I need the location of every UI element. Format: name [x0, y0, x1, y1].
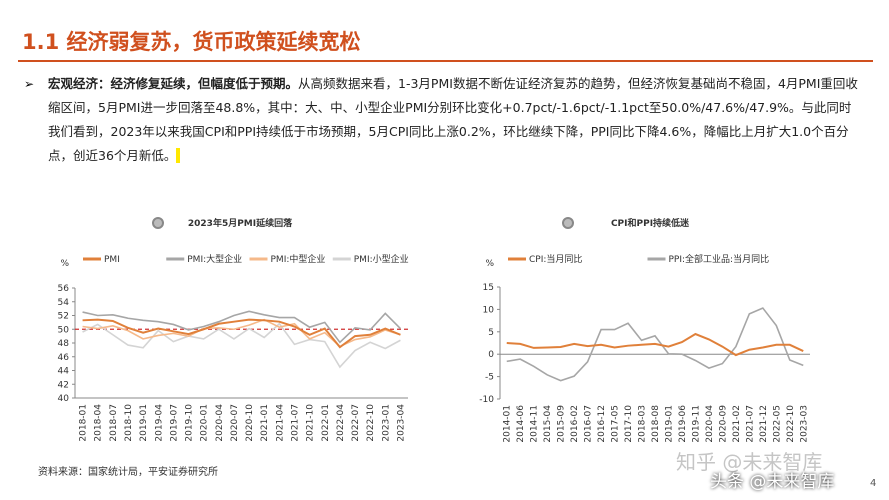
x-tick-label: 2022-10: [786, 405, 796, 443]
x-tick-label: 2020-04: [705, 405, 715, 443]
x-tick-label: 2016-07: [584, 405, 594, 443]
x-tick-label: 2018-01: [79, 404, 89, 442]
x-tick-label: 2019-01: [664, 405, 674, 443]
series-line: [506, 332, 804, 357]
x-tick-label: 2021-10: [306, 404, 316, 442]
legend-label: PMI:小型企业: [354, 253, 409, 265]
x-tick-label: 2019-11: [691, 405, 701, 443]
source: 资料来源：国家统计局，平安证券研究所: [38, 467, 218, 478]
x-tick-label: 2020-04: [215, 404, 225, 442]
x-tick-label: 2018-03: [638, 405, 648, 443]
x-tick-label: 2021-07: [290, 404, 300, 442]
watermark: 知乎 @未来智库: [676, 450, 823, 474]
y-tick-label: -10: [479, 395, 494, 405]
legend-label: PPI:全部工业品:当月同比: [669, 253, 770, 265]
chart-title: CPI和PPI持续低迷: [611, 217, 690, 229]
y-axis-label: %: [485, 259, 494, 269]
legend-label: PMI: [104, 255, 120, 265]
x-tick-label: 2019-07: [169, 404, 179, 442]
x-tick-label: 2019-06: [678, 405, 688, 443]
chart-title: 2023年5月PMI延续回落: [188, 217, 293, 229]
y-tick-label: 40: [58, 394, 70, 404]
x-tick-label: 2021-12: [759, 405, 769, 443]
x-tick-label: 2015-04: [543, 405, 553, 443]
x-tick-label: 2014-01: [503, 405, 513, 443]
page-number: 4: [870, 478, 877, 489]
x-tick-label: 2016-12: [597, 405, 607, 443]
y-tick-label: 54: [58, 298, 70, 308]
x-tick-label: 2021-04: [275, 404, 285, 442]
x-tick-label: 2018-10: [124, 404, 134, 442]
y-axis-label: %: [60, 259, 69, 269]
x-tick-label: 2019-10: [185, 404, 195, 442]
x-tick-label: 2020-07: [230, 404, 240, 442]
x-tick-label: 2021-07: [745, 405, 755, 443]
x-tick-label: 2018-08: [651, 405, 661, 443]
bullet: 宏观经济：经济修复延续，但幅度低于预期。从高频数据来看，1-3月PMI数据不断佐…: [48, 72, 863, 168]
x-tick-label: 2020-01: [200, 404, 210, 442]
bullet-icon: ➢: [24, 77, 35, 91]
x-tick-label: 2014-11: [530, 405, 540, 443]
series-line: [82, 318, 401, 348]
bullet-lead: 宏观经济：经济修复延续，但幅度低于预期。: [48, 76, 299, 91]
x-tick-label: 2020-09: [718, 405, 728, 443]
title-rule: [18, 60, 873, 62]
x-tick-label: 2021-02: [732, 405, 742, 443]
x-tick-label: 2023-03: [799, 405, 809, 443]
x-tick-label: 2020-10: [245, 404, 255, 442]
legend-label: PMI:大型企业: [187, 253, 242, 265]
y-tick-label: 44: [58, 367, 70, 377]
x-tick-label: 2017-05: [611, 405, 621, 443]
title-icon: [152, 217, 164, 229]
y-tick-label: 50: [58, 325, 70, 335]
x-tick-label: 2021-01: [260, 404, 270, 442]
x-tick-label: 2019-04: [154, 404, 164, 442]
x-tick-label: 2014-06: [516, 405, 526, 443]
y-tick-label: 15: [483, 283, 494, 293]
series-line: [82, 318, 401, 349]
y-tick-label: 5: [488, 328, 494, 338]
y-tick-label: -5: [485, 373, 494, 383]
x-tick-label: 2023-04: [396, 404, 406, 442]
x-tick-label: 2015-09: [557, 405, 567, 443]
x-tick-label: 2022-01: [321, 404, 331, 442]
x-tick-label: 2023-01: [381, 404, 391, 442]
y-tick-label: 52: [58, 312, 69, 322]
y-tick-label: 56: [58, 284, 70, 294]
slide-title: 1.1 经济弱复苏，货币政策延续宽松: [22, 30, 361, 54]
y-tick-label: 10: [483, 305, 495, 315]
x-tick-label: 2022-05: [772, 405, 782, 443]
legend-label: PMI:中型企业: [271, 253, 326, 265]
x-tick-label: 2019-01: [139, 404, 149, 442]
watermark: 头条 @未来智库: [710, 472, 835, 492]
y-tick-label: 48: [58, 339, 70, 349]
x-tick-label: 2018-07: [109, 404, 119, 442]
series-line: [82, 310, 401, 344]
legend-label: CPI:当月同比: [529, 253, 582, 265]
x-tick-label: 2016-02: [570, 405, 580, 443]
y-tick-label: 0: [488, 350, 494, 360]
title-icon: [562, 217, 574, 229]
x-tick-label: 2022-04: [336, 404, 346, 442]
x-tick-label: 2017-10: [624, 405, 634, 443]
y-tick-label: 46: [58, 353, 70, 363]
bullet-text: 从高频数据来看，1-3月PMI数据不断佐证经济复苏的趋势，但经济恢复基础尚不稳固…: [48, 76, 858, 163]
series-line: [82, 322, 401, 369]
series-line: [506, 307, 804, 382]
x-tick-label: 2022-10: [366, 404, 376, 442]
x-tick-label: 2018-04: [94, 404, 104, 442]
y-tick-label: 42: [58, 380, 69, 390]
x-tick-label: 2022-07: [351, 404, 361, 442]
